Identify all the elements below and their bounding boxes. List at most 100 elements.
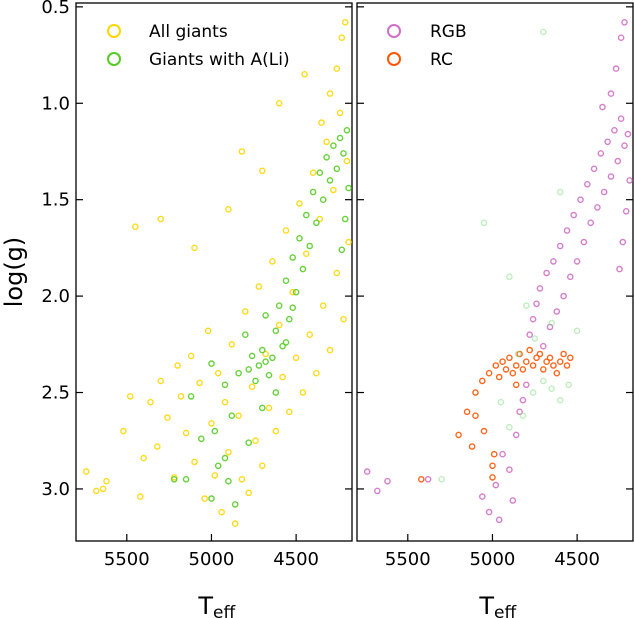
- right-point-series-1-23: [546, 354, 554, 362]
- left-point-series-0-32: [245, 489, 252, 497]
- left-point-series-0-5: [126, 393, 134, 400]
- right-point-series-2-2: [506, 423, 513, 431]
- right-point-series-1-6: [489, 462, 496, 470]
- right-point-series-1-13: [512, 362, 520, 369]
- left-point-series-1-10: [248, 352, 256, 360]
- right-point-series-1-22: [543, 358, 550, 366]
- right-point-series-0-42: [617, 115, 625, 122]
- right-point-series-0-43: [621, 142, 628, 149]
- right-point-series-0-10: [509, 497, 517, 504]
- left-point-series-1-12: [255, 362, 263, 369]
- right-point-series-0-3: [424, 475, 432, 483]
- right-point-series-2-4: [529, 389, 537, 396]
- legend-label-rc: RC: [430, 50, 453, 70]
- left-point-series-0-68: [301, 71, 308, 78]
- left-point-series-0-70: [225, 205, 232, 213]
- left-point-series-0-23: [214, 369, 222, 377]
- right-point-series-0-23: [553, 308, 561, 315]
- left-y-tick-label-5: 3.0: [41, 479, 70, 500]
- right-point-series-1-5: [485, 369, 493, 377]
- left-point-series-0-18: [196, 379, 203, 387]
- right-point-series-0-8: [499, 450, 506, 458]
- left-point-series-0-73: [157, 215, 164, 223]
- right-point-series-0-31: [580, 238, 588, 246]
- left-point-series-1-34: [330, 142, 337, 149]
- left-point-series-0-40: [272, 427, 280, 435]
- right-point-series-0-49: [612, 65, 620, 72]
- left-point-series-1-47: [272, 389, 280, 396]
- right-panel: 5500 5000 4500 RGB RC T eff: [356, 2, 634, 618]
- left-point-series-0-52: [313, 369, 320, 377]
- left-point-series-0-51: [309, 169, 317, 176]
- right-point-series-1-12: [509, 369, 517, 377]
- right-point-series-0-20: [543, 269, 550, 277]
- left-point-series-1-22: [289, 254, 297, 261]
- left-point-series-0-62: [345, 238, 352, 246]
- left-point-series-0-7: [140, 454, 147, 462]
- right-point-series-2-3: [519, 412, 527, 420]
- left-point-series-1-30: [316, 169, 324, 176]
- left-point-series-0-37: [262, 350, 269, 358]
- right-point-series-1-3: [472, 389, 479, 396]
- right-point-series-0-4: [478, 493, 486, 500]
- left-point-series-0-48: [299, 389, 307, 396]
- left-point-series-1-4: [214, 462, 222, 470]
- left-point-series-1-16: [269, 354, 276, 362]
- left-point-series-1-20: [282, 277, 290, 285]
- left-point-series-1-18: [275, 302, 283, 310]
- left-point-series-1-24: [296, 234, 303, 242]
- left-point-series-1-40: [341, 215, 349, 223]
- left-point-series-1-36: [336, 134, 344, 142]
- left-point-series-0-21: [208, 420, 215, 427]
- left-point-series-1-6: [228, 412, 236, 420]
- right-point-series-0-36: [597, 150, 605, 157]
- right-point-series-0-11: [512, 431, 520, 439]
- right-point-series-0-34: [590, 165, 598, 173]
- left-point-series-0-30: [238, 475, 246, 483]
- right-x-tick-label-1: 5000: [470, 549, 516, 570]
- left-point-series-0-34: [252, 437, 259, 445]
- left-point-series-0-6: [136, 493, 144, 500]
- left-point-series-0-44: [285, 408, 293, 416]
- left-point-series-1-45: [221, 454, 229, 462]
- left-point-series-1-35: [333, 165, 341, 173]
- right-point-series-1-9: [499, 358, 506, 366]
- left-point-series-0-4: [120, 427, 127, 435]
- left-point-series-0-24: [218, 508, 225, 516]
- left-point-series-1-1: [187, 393, 195, 400]
- left-point-series-1-21: [285, 315, 293, 323]
- right-point-series-1-17: [526, 346, 534, 354]
- left-plot-frame: [75, 2, 353, 542]
- left-point-series-0-16: [187, 352, 195, 360]
- legend-marker-giants-with-ali: [107, 52, 121, 66]
- left-point-series-1-52: [282, 339, 290, 346]
- right-x-tick-label-0: 5500: [385, 549, 431, 570]
- left-point-series-0-65: [341, 18, 349, 26]
- right-point-series-2-7: [556, 396, 564, 404]
- right-point-series-1-16: [523, 358, 530, 366]
- left-point-series-0-75: [275, 100, 283, 107]
- right-point-series-0-40: [611, 127, 618, 134]
- left-point-series-0-14: [177, 393, 185, 400]
- right-point-series-0-45: [626, 177, 633, 184]
- left-point-series-0-49: [302, 250, 310, 257]
- right-point-series-0-30: [577, 196, 584, 203]
- right-point-series-0-15: [526, 331, 534, 339]
- left-point-series-0-69: [258, 167, 266, 175]
- right-point-series-0-47: [619, 238, 627, 246]
- left-point-series-1-9: [245, 366, 252, 373]
- right-point-series-0-32: [584, 180, 591, 188]
- left-point-series-0-20: [204, 327, 212, 335]
- left-point-series-0-27: [228, 340, 236, 348]
- left-point-series-0-45: [289, 288, 297, 296]
- right-point-series-1-31: [480, 427, 488, 435]
- left-point-series-1-2: [197, 435, 205, 443]
- left-point-series-0-42: [279, 373, 286, 381]
- left-point-series-0-41: [275, 321, 283, 329]
- left-point-series-0-39: [269, 258, 276, 265]
- right-point-series-2-16: [514, 350, 522, 358]
- legend-marker-rgb: [387, 24, 401, 38]
- left-point-series-0-47: [296, 200, 303, 207]
- right-point-series-2-9: [573, 327, 581, 335]
